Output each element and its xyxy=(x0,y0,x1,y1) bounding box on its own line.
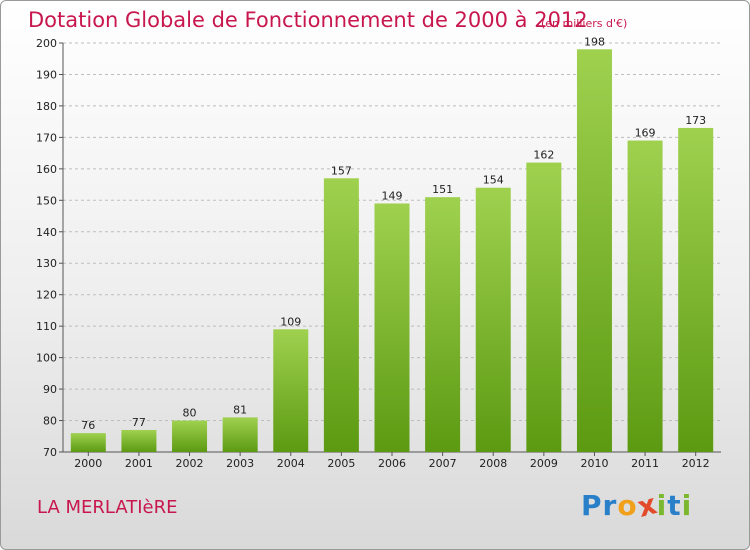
x-tick-label-2001: 2001 xyxy=(125,457,153,470)
value-label-2004: 109 xyxy=(280,315,301,328)
value-label-2000: 76 xyxy=(81,419,95,432)
x-tick-label-2004: 2004 xyxy=(277,457,305,470)
y-tick-labels: 70 80 90 100 110 120 130 140 150 160 170 180 190 200 xyxy=(36,37,57,459)
bar-2000 xyxy=(70,433,106,452)
y-tick-label: 160 xyxy=(36,163,57,176)
x-tick-label-2007: 2007 xyxy=(429,457,457,470)
bar-2008 xyxy=(475,187,511,452)
place-name: LA MERLATIèRE xyxy=(37,497,178,518)
logo-letter: o xyxy=(617,489,638,522)
value-label-2006: 149 xyxy=(382,189,403,202)
x-tick-label-2000: 2000 xyxy=(74,457,102,470)
chart-subtitle: (en milliers d'€) xyxy=(541,17,628,30)
bar-2005 xyxy=(323,178,359,453)
bar-2002 xyxy=(172,420,208,452)
value-label-2009: 162 xyxy=(533,149,554,162)
bar-2010 xyxy=(576,49,612,453)
value-label-2002: 80 xyxy=(183,407,197,420)
logo-letter: i xyxy=(656,489,668,522)
value-label-2010: 198 xyxy=(584,35,605,48)
y-tick-label: 140 xyxy=(36,226,57,239)
x-tick-label-2005: 2005 xyxy=(327,457,355,470)
value-labels: 76 77 80 81 109 157 149 151 154 162 198 169 173 xyxy=(81,35,706,432)
x-tick-label-2006: 2006 xyxy=(378,457,406,470)
y-tick-label: 150 xyxy=(36,194,57,207)
logo-letter: r xyxy=(602,489,618,522)
y-tick-label: 80 xyxy=(43,415,57,428)
chart-title: Dotation Globale de Fonctionnement de 20… xyxy=(28,8,588,32)
proxiti-logo: Proxiti xyxy=(581,487,693,524)
bar-2007 xyxy=(425,197,461,452)
y-tick-label: 200 xyxy=(36,37,57,50)
y-tick-label: 100 xyxy=(36,352,57,365)
logo-letter: t xyxy=(667,489,682,522)
bar-2011 xyxy=(627,140,663,452)
y-tick-label: 180 xyxy=(36,100,57,113)
x-tick-label-2009: 2009 xyxy=(530,457,558,470)
value-label-2007: 151 xyxy=(432,183,453,196)
x-tick-label-2002: 2002 xyxy=(176,457,204,470)
bar-2003 xyxy=(222,417,258,452)
x-tick-label-2010: 2010 xyxy=(580,457,608,470)
y-tick-label: 70 xyxy=(43,446,57,459)
bar-2006 xyxy=(374,203,410,452)
x-tick-label-2012: 2012 xyxy=(682,457,710,470)
value-label-2011: 169 xyxy=(635,127,656,140)
bar-2012 xyxy=(678,127,714,452)
x-tick-label-2008: 2008 xyxy=(479,457,507,470)
bar-2004 xyxy=(273,329,309,452)
x-tick-label-2003: 2003 xyxy=(226,457,254,470)
y-tick-label: 90 xyxy=(43,383,57,396)
value-label-2008: 154 xyxy=(483,174,504,187)
x-tick-labels: 2000 2001 2002 2003 2004 2005 2006 2007 2008 2009… xyxy=(74,457,709,470)
x-tick-label-2011: 2011 xyxy=(631,457,659,470)
value-label-2003: 81 xyxy=(233,403,247,416)
logo-letter: P xyxy=(581,489,603,522)
value-label-2005: 157 xyxy=(331,164,352,177)
bar-2009 xyxy=(526,162,562,453)
bars xyxy=(70,49,714,453)
y-tick-label: 130 xyxy=(36,257,57,270)
value-label-2012: 173 xyxy=(685,114,706,127)
y-tick-label: 110 xyxy=(36,320,57,333)
y-tick-label: 170 xyxy=(36,131,57,144)
y-tick-label: 190 xyxy=(36,68,57,81)
bar-2001 xyxy=(121,429,157,452)
value-label-2001: 77 xyxy=(132,416,146,429)
logo-letter: i xyxy=(681,489,693,522)
y-tick-label: 120 xyxy=(36,289,57,302)
